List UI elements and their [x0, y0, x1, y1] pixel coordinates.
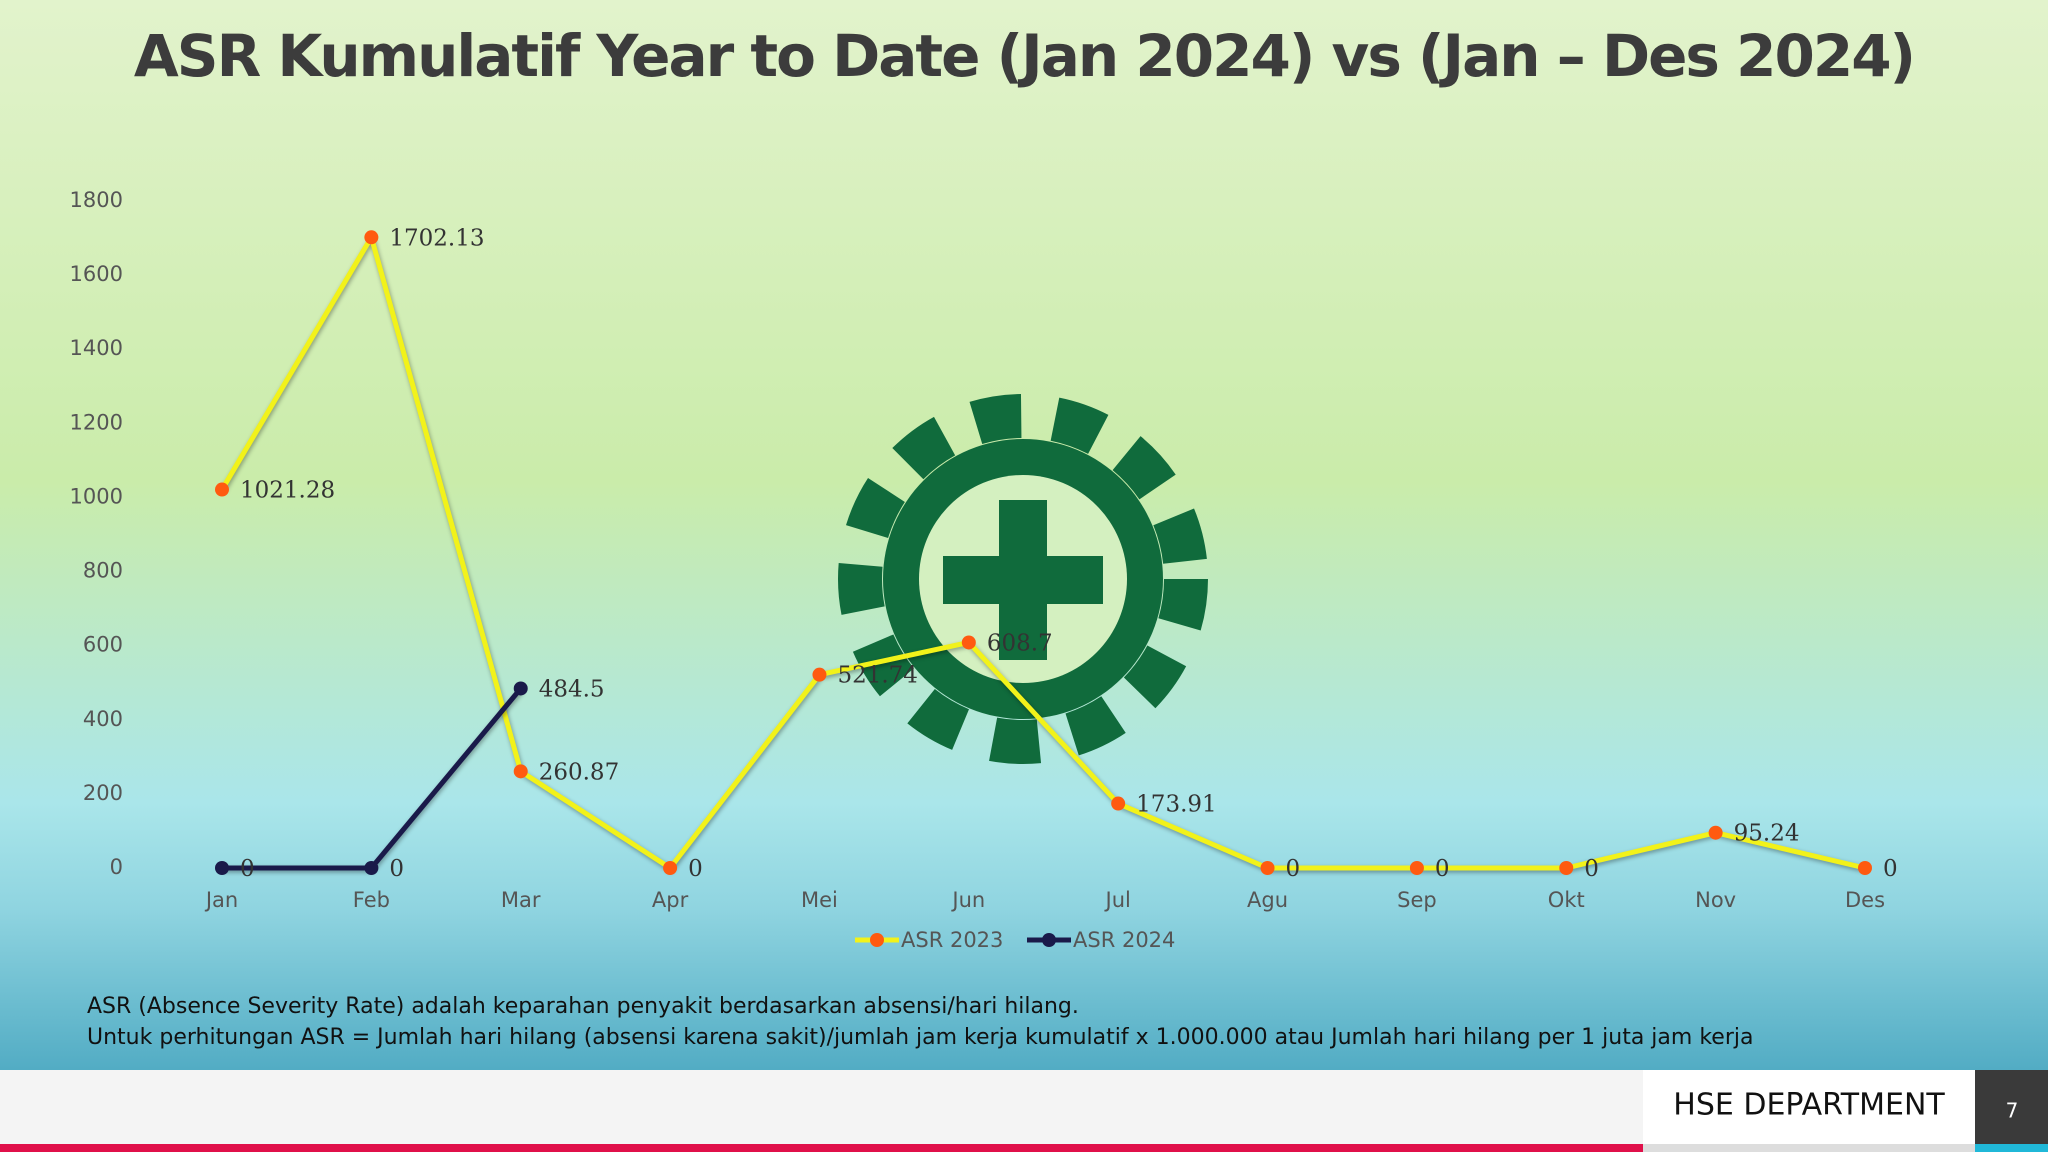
- x-tick-label: Jan: [204, 888, 238, 912]
- x-tick-label: Jun: [950, 888, 985, 912]
- footer-stripe: [1643, 1144, 1975, 1152]
- data-label: 1702.13: [389, 225, 484, 251]
- data-label: 0: [1584, 856, 1599, 882]
- data-label: 0: [1435, 856, 1450, 882]
- data-label: 0: [389, 856, 404, 882]
- x-tick-label: Jul: [1104, 888, 1131, 912]
- point: [1409, 861, 1424, 875]
- data-label: 95.24: [1734, 821, 1800, 847]
- point: [961, 635, 976, 650]
- point: [1111, 796, 1126, 811]
- point: [513, 681, 528, 696]
- y-tick-label: 1000: [70, 484, 123, 508]
- point: [364, 861, 379, 875]
- legend-marker: [1042, 933, 1056, 947]
- y-tick-label: 400: [83, 707, 123, 731]
- series-line: [219, 234, 1866, 871]
- data-label: 0: [1883, 856, 1898, 882]
- x-tick-label: Mei: [801, 888, 838, 912]
- data-label: 260.87: [539, 759, 619, 785]
- plot: 0 200 400 600 800 1000 1200 1400 1600 1800 Jan Feb M…: [70, 188, 1898, 952]
- point: [1708, 825, 1723, 840]
- data-label: 608.7: [987, 630, 1053, 656]
- legend-label: ASR 2024: [1073, 928, 1175, 952]
- point: [215, 861, 229, 875]
- x-tick-label: Nov: [1695, 888, 1736, 912]
- footer-stripe: [1975, 1144, 2048, 1152]
- point: [1858, 861, 1872, 875]
- x-tick-label: Feb: [353, 888, 390, 912]
- point: [1260, 861, 1275, 875]
- x-tick-label: Des: [1845, 888, 1885, 912]
- point: [513, 764, 528, 779]
- x-tick-label: Agu: [1247, 888, 1288, 912]
- point: [215, 482, 229, 497]
- legend-label: ASR 2023: [901, 928, 1003, 952]
- page-box: [1975, 1070, 2048, 1145]
- y-tick-label: 1200: [70, 410, 123, 434]
- note: Untuk perhitungan ASR = Jumlah hari hila…: [87, 1025, 1753, 1050]
- x-tick-label: Mar: [501, 888, 541, 912]
- data-label: 1021.28: [240, 478, 335, 504]
- y-tick-label: 1400: [70, 336, 123, 360]
- point: [812, 667, 827, 682]
- y-tick-label: 200: [83, 781, 123, 805]
- data-label: 484.5: [539, 676, 605, 702]
- logo: [838, 394, 1208, 764]
- data-label: 0: [688, 856, 703, 882]
- y-tick-label: 800: [83, 559, 123, 583]
- data-label: 521.74: [837, 663, 917, 689]
- point: [1559, 861, 1574, 875]
- footer-stripe: [0, 1144, 1643, 1152]
- department: HSE DEPARTMENT: [1673, 1088, 1945, 1123]
- data-label: 173.91: [1136, 792, 1216, 818]
- page-number: 7: [2006, 1099, 2019, 1123]
- x-tick-label: Okt: [1548, 888, 1585, 912]
- chart-title: ASR Kumulatif Year to Date (Jan 2024) vs…: [134, 22, 1914, 90]
- legend-marker: [870, 933, 884, 947]
- y-tick-label: 1800: [70, 188, 123, 212]
- footer-box: [1643, 1070, 1975, 1145]
- y-tick-label: 1600: [70, 262, 123, 286]
- point: [364, 230, 379, 245]
- point: [663, 861, 678, 875]
- x-tick-label: Apr: [652, 888, 689, 912]
- data-label: 0: [1286, 856, 1301, 882]
- data-label: 0: [240, 856, 255, 882]
- y-tick-label: 600: [83, 633, 123, 657]
- y-tick-label: 0: [110, 855, 123, 879]
- note: ASR (Absence Severity Rate) adalah kepar…: [87, 994, 1079, 1019]
- x-tick-label: Sep: [1397, 888, 1437, 912]
